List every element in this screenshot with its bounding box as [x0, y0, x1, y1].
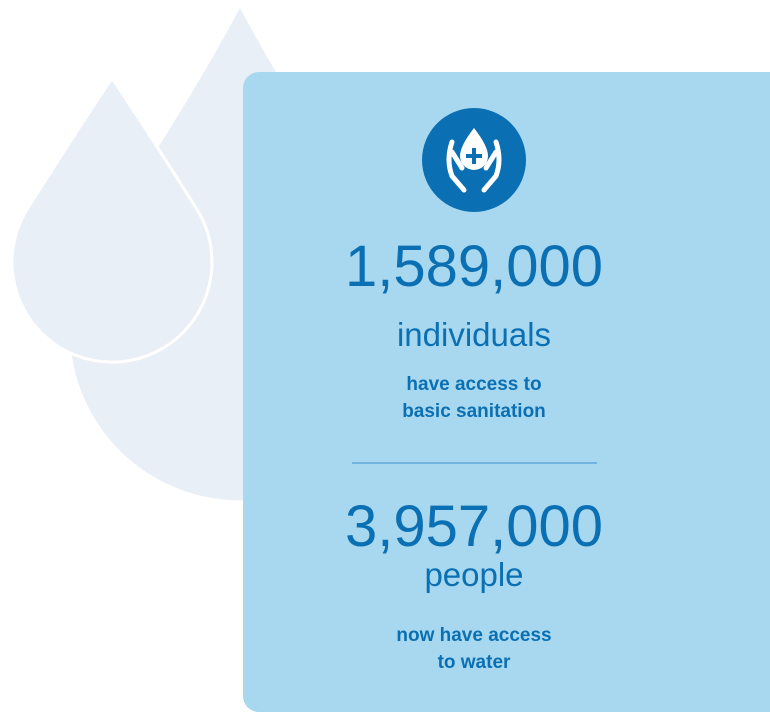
- stat-unit: individuals: [397, 316, 551, 353]
- stat-number: 3,957,000: [345, 494, 603, 559]
- icon: [422, 108, 526, 212]
- stat-unit: people: [424, 556, 523, 593]
- stat-description: have access to: [406, 374, 541, 395]
- stat-description: to water: [438, 652, 511, 673]
- stat-description: basic sanitation: [402, 401, 546, 422]
- card: [243, 72, 770, 712]
- front-drop: [10, 75, 214, 364]
- stat-description: now have access: [396, 625, 551, 646]
- stat-number: 1,589,000: [345, 234, 603, 299]
